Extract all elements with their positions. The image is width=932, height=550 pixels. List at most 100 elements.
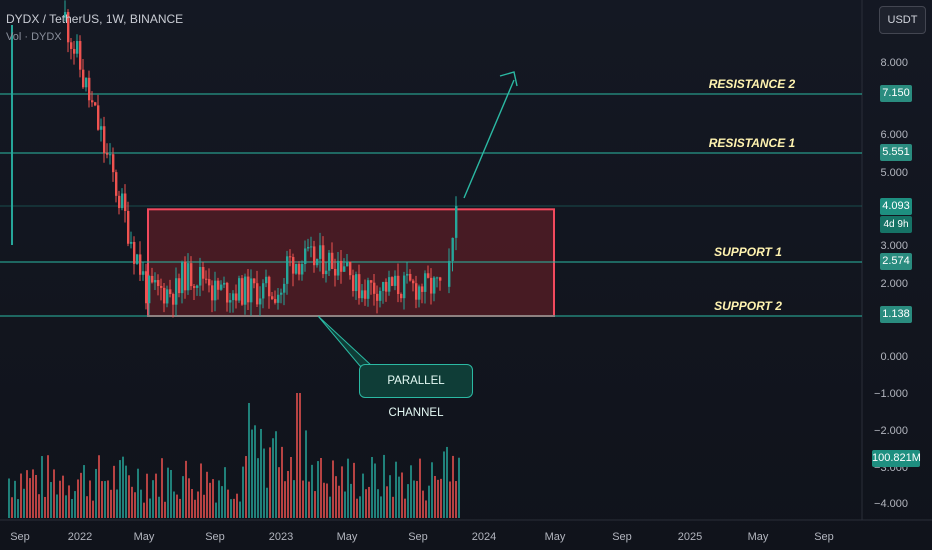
support-2-price-tag: 1.138: [880, 306, 912, 323]
volume-bar: [224, 467, 226, 518]
volume-bar: [326, 483, 328, 518]
volume-bar: [209, 482, 211, 518]
candle: [217, 280, 220, 290]
volume-bar: [368, 486, 370, 518]
volume-bar: [158, 496, 160, 518]
symbol-title[interactable]: DYDX / TetherUS, 1W, BINANCE: [6, 12, 184, 26]
volume-bar: [23, 488, 25, 518]
candle: [94, 102, 97, 106]
candle: [292, 257, 295, 274]
volume-bar: [266, 487, 268, 518]
volume-bar: [323, 482, 325, 518]
candle: [199, 267, 202, 286]
price-axis-tick: 0.000: [880, 351, 908, 363]
volume-bar: [179, 498, 181, 518]
volume-bar: [134, 492, 136, 518]
time-axis-tick: Sep: [408, 531, 428, 543]
volume-bar: [173, 491, 175, 518]
candle: [112, 154, 115, 173]
volume-bar: [80, 472, 82, 518]
candle: [244, 276, 247, 305]
currency-button[interactable]: USDT: [879, 6, 926, 34]
candle: [163, 287, 166, 304]
candle: [241, 278, 244, 305]
candle: [124, 193, 127, 211]
volume-bar: [320, 457, 322, 518]
candle: [175, 278, 178, 305]
price-axis-tick: 6.000: [880, 129, 908, 141]
volume-bar: [293, 480, 295, 518]
volume-bar: [41, 456, 43, 518]
volume-bar: [11, 497, 13, 518]
candle: [190, 263, 193, 287]
volume-bar: [284, 481, 286, 518]
volume-bar: [140, 489, 142, 518]
volume-bar: [428, 485, 430, 518]
volume-bar: [47, 455, 49, 518]
volume-bar: [404, 498, 406, 518]
volume-bar: [257, 458, 259, 518]
candle: [115, 172, 118, 196]
volume-bar: [152, 480, 154, 518]
candle: [187, 263, 190, 291]
volume-bar: [14, 480, 16, 518]
candle: [67, 12, 70, 43]
candle: [400, 294, 403, 299]
volume-indicator-label[interactable]: Vol · DYDX: [6, 31, 62, 43]
candle: [262, 283, 265, 299]
volume-bar: [35, 474, 37, 518]
resistance-1-price-tag: 5.551: [880, 144, 912, 161]
volume-bar: [338, 485, 340, 518]
candle: [340, 260, 343, 272]
candle: [316, 258, 319, 266]
time-axis-tick: 2023: [269, 531, 293, 543]
volume-bar: [116, 489, 118, 518]
volume-bar: [236, 493, 238, 518]
volume-bar: [272, 438, 274, 518]
volume-bar: [170, 469, 172, 518]
candle: [88, 77, 91, 101]
volume-bar: [314, 491, 316, 518]
volume-bar: [65, 495, 67, 518]
volume-bar: [104, 481, 106, 518]
time-axis-tick: Sep: [10, 531, 30, 543]
candle: [358, 274, 361, 299]
volume-bar: [440, 478, 442, 518]
volume-bar: [398, 476, 400, 518]
candle: [70, 42, 73, 49]
volume-bar: [197, 491, 199, 518]
candle: [370, 280, 373, 283]
candle: [64, 12, 67, 18]
volume-bar: [185, 460, 187, 518]
arrow-head-icon: [499, 71, 518, 87]
candle: [289, 256, 292, 258]
candle: [394, 275, 397, 286]
candle: [313, 246, 316, 266]
candle: [364, 290, 367, 299]
volume-bar: [59, 480, 61, 518]
candle: [451, 237, 454, 261]
volume-bar: [203, 494, 205, 518]
candle: [181, 261, 184, 294]
volume-bar: [200, 463, 202, 518]
volume-bar: [218, 480, 220, 518]
volume-bar: [383, 454, 385, 518]
candle: [319, 245, 322, 259]
candle: [178, 278, 181, 294]
volume-bar: [71, 499, 73, 518]
volume-bar: [83, 465, 85, 518]
projection-arrow: [463, 79, 515, 199]
candle: [391, 277, 394, 286]
volume-bar: [413, 480, 415, 518]
candle: [280, 292, 283, 295]
volume-bar: [452, 455, 454, 518]
candle: [403, 275, 406, 299]
volume-bar: [131, 486, 133, 518]
candle: [388, 277, 391, 292]
volume-bar: [191, 489, 193, 518]
candle: [196, 285, 199, 288]
candle: [295, 263, 298, 274]
volume-bar: [149, 498, 151, 518]
volume-bar: [77, 479, 79, 518]
